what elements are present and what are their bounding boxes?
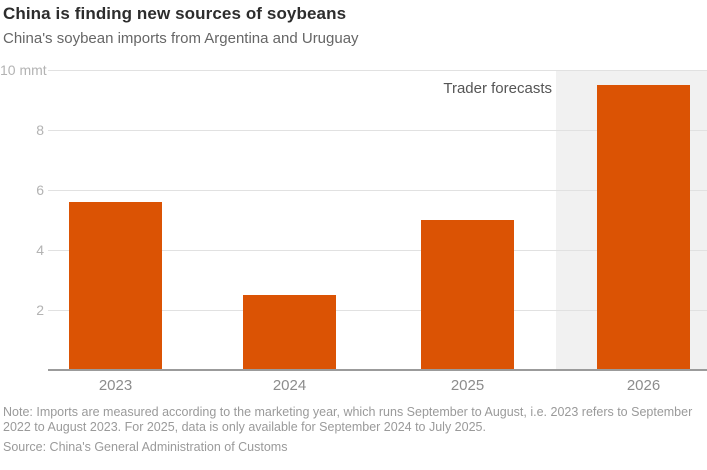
x-axis-label-2026: 2026 xyxy=(626,377,661,394)
y-axis-tick-6: 6 xyxy=(36,182,44,198)
bar-2023 xyxy=(69,202,162,370)
x-axis-label-2024: 2024 xyxy=(272,377,307,394)
chart-title: China is finding new sources of soybeans xyxy=(3,4,347,23)
x-axis-line xyxy=(48,369,707,371)
chart-note: Note: Imports are measured according to … xyxy=(3,405,693,434)
x-axis-label-2023: 2023 xyxy=(98,377,133,394)
chart-subtitle: China's soybean imports from Argentina a… xyxy=(3,30,359,47)
gridline-4 xyxy=(48,250,707,251)
bar-2026 xyxy=(597,85,690,370)
bar-2025 xyxy=(421,220,514,370)
y-axis-tick-8: 8 xyxy=(36,122,44,138)
trader-forecasts-annotation: Trader forecasts xyxy=(443,80,552,97)
gridline-8 xyxy=(48,130,707,131)
gridline-10 xyxy=(48,70,707,71)
y-axis-tick-2: 2 xyxy=(36,302,44,318)
bar-2024 xyxy=(243,295,336,370)
y-axis-tick-10: 10 mmt xyxy=(0,62,47,78)
gridline-6 xyxy=(48,190,707,191)
x-axis-label-2025: 2025 xyxy=(450,377,485,394)
gridline-2 xyxy=(48,310,707,311)
y-axis-tick-4: 4 xyxy=(36,242,44,258)
chart-source: Source: China's General Administration o… xyxy=(3,440,288,454)
